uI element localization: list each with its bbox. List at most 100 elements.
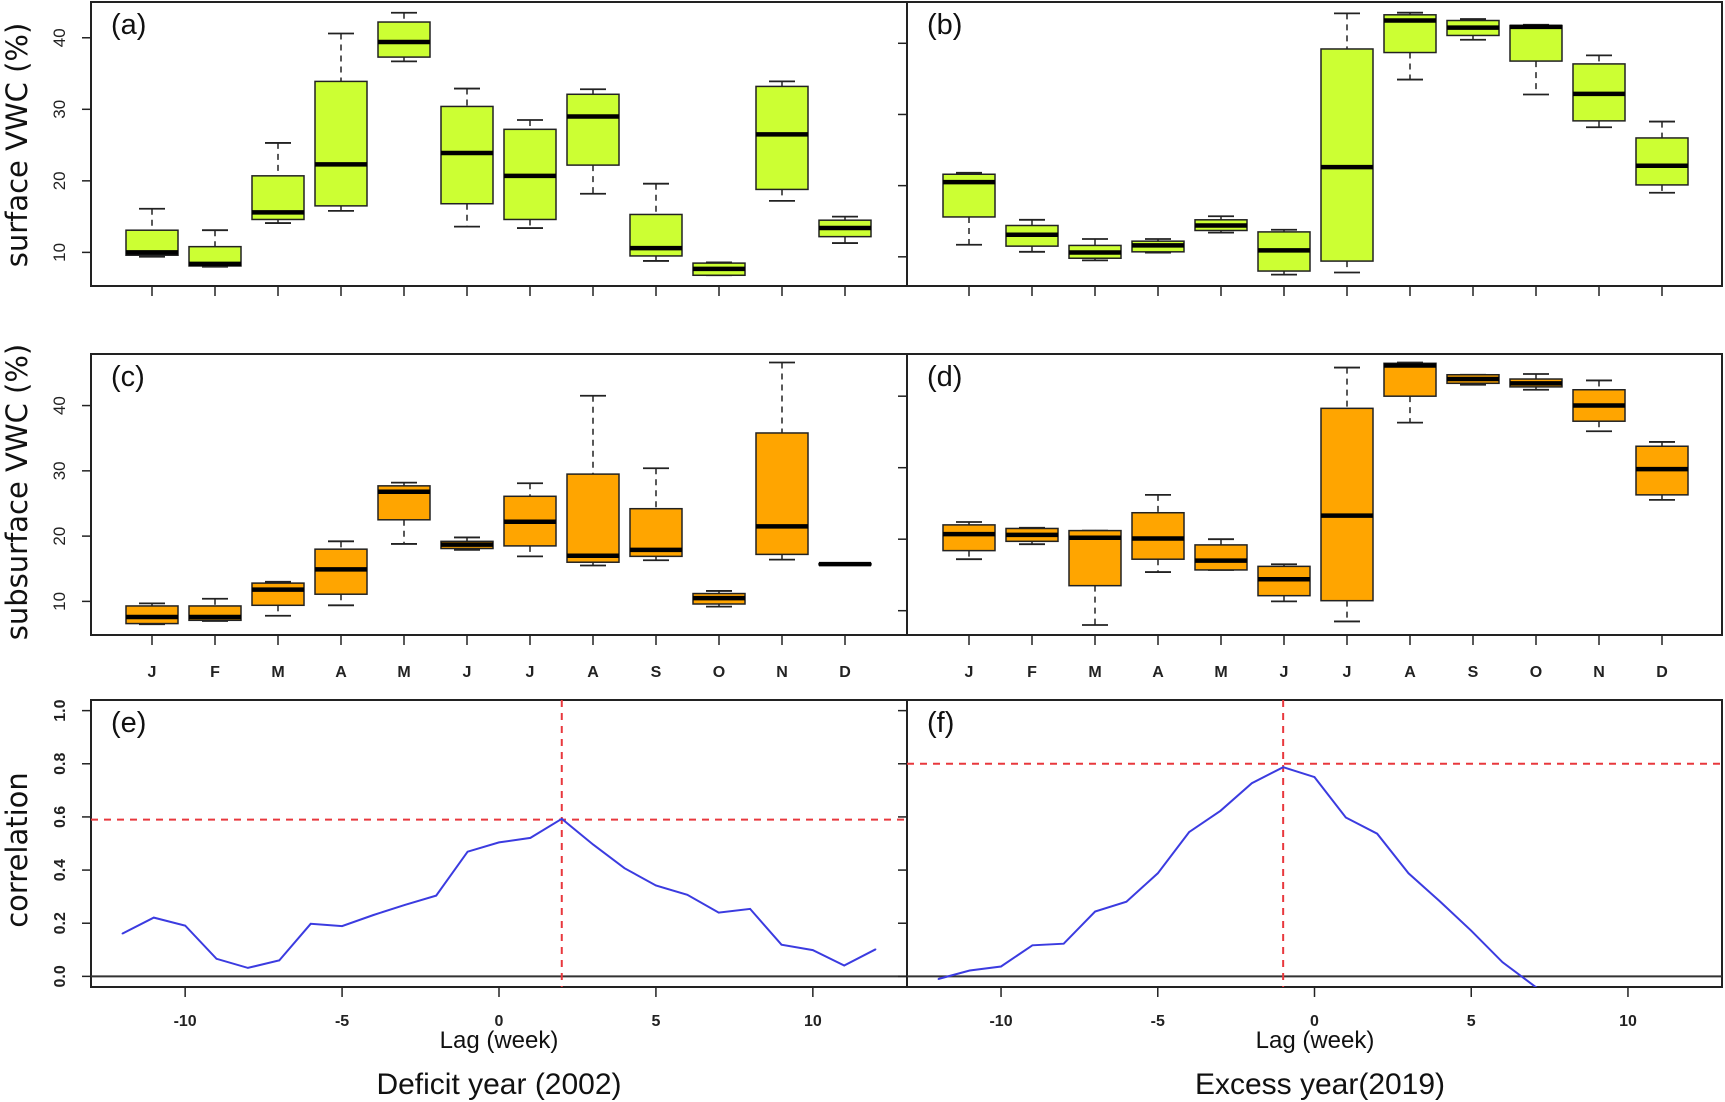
box-iqr	[1635, 137, 1689, 186]
month-label: J	[148, 664, 157, 681]
correlation-point	[309, 922, 312, 925]
x-tick-label: -5	[1151, 1013, 1165, 1030]
box-S: S	[629, 467, 683, 681]
box-iqr	[251, 582, 305, 607]
panel-label: (f)	[927, 707, 954, 739]
box-iqr	[942, 524, 996, 552]
correlation-point	[780, 943, 783, 946]
box-M	[1194, 215, 1248, 296]
box-O	[692, 261, 746, 296]
month-label: S	[1468, 664, 1479, 681]
panel-b: (b)	[898, 1, 1723, 296]
month-label: F	[210, 664, 220, 681]
correlation-point	[843, 964, 846, 967]
box-M	[251, 142, 305, 296]
box-J	[503, 119, 557, 296]
box-N: N	[1572, 379, 1626, 681]
panel-frame	[906, 353, 1723, 636]
panel-label: (b)	[927, 9, 962, 41]
box-S	[629, 182, 683, 296]
box-D	[818, 215, 872, 296]
panel-frame	[906, 699, 1723, 988]
month-label: N	[1593, 664, 1605, 681]
box-A	[566, 88, 620, 296]
month-label: N	[776, 664, 788, 681]
plot-area	[907, 700, 1722, 987]
correlation-point	[686, 893, 689, 896]
month-label: A	[335, 664, 347, 681]
box-M: M	[377, 481, 431, 681]
correlation-point	[466, 850, 469, 853]
box-A: A	[566, 394, 620, 681]
box-iqr	[755, 432, 809, 556]
box-iqr	[377, 21, 431, 58]
correlation-point	[1439, 900, 1441, 903]
correlation-point	[1376, 832, 1378, 835]
box-iqr	[566, 473, 620, 563]
box-J: J	[503, 482, 557, 681]
y-tick-label: 1.0	[52, 699, 69, 721]
panel-c: (c) 10 20 30 40 J F M A M J J A S O N D	[50, 353, 908, 681]
box-iqr	[1131, 511, 1185, 560]
x-tick-label: 0	[495, 1013, 504, 1030]
month-label: M	[271, 664, 284, 681]
panel-label: (c)	[111, 361, 145, 393]
y-tick-label: 20	[50, 171, 69, 190]
box-M: M	[1194, 538, 1248, 681]
x-axis-label-left: Lag (week)	[440, 1027, 559, 1054]
panel-frame	[90, 699, 908, 988]
month-label: J	[965, 664, 974, 681]
plot-area	[91, 700, 907, 987]
panel-e: (e) 0.0 0.2 0.4 0.6 0.8 1.0 -10 -5 0 5 10	[52, 699, 908, 1030]
correlation-point	[1031, 944, 1034, 947]
box-S	[1446, 18, 1500, 296]
correlation-point	[247, 967, 249, 969]
x-tick-label: -10	[174, 1013, 197, 1030]
box-J: J	[1320, 366, 1374, 681]
correlation-point	[749, 908, 751, 910]
y-tick-label: 0.4	[52, 859, 69, 881]
box-O	[1509, 23, 1563, 296]
correlation-point	[341, 925, 343, 927]
correlation-point	[655, 884, 657, 887]
y-tick-label: 40	[50, 28, 69, 47]
y-tick-label: 0.2	[52, 912, 69, 934]
box-F	[1005, 218, 1059, 296]
x-tick-label: 0	[1310, 1013, 1319, 1030]
correlation-point	[968, 969, 971, 972]
month-label: J	[526, 664, 535, 681]
panel-frame	[906, 1, 1723, 287]
y-tick-label: 40	[50, 396, 69, 415]
month-label: J	[1343, 664, 1352, 681]
box-A: A	[1383, 361, 1437, 681]
month-label: O	[713, 664, 725, 681]
box-D: D	[1635, 441, 1689, 681]
correlation-point	[560, 817, 563, 820]
month-label: M	[1214, 664, 1227, 681]
correlation-point	[278, 959, 281, 962]
box-J	[1320, 12, 1374, 296]
x-tick-label: -5	[335, 1013, 349, 1030]
y-axis-label-surface: surface VWC (%)	[0, 23, 34, 268]
correlation-point	[372, 914, 375, 916]
panel-f: (f) -10 -5 0 5 10	[898, 699, 1723, 1030]
box-iqr	[1383, 362, 1437, 397]
box-O: O	[692, 590, 746, 681]
y-tick-label: 30	[50, 461, 69, 480]
box-iqr	[1194, 544, 1248, 571]
correlation-point	[121, 932, 124, 935]
month-label: M	[397, 664, 410, 681]
box-A	[314, 32, 368, 296]
month-label: D	[839, 664, 851, 681]
x-tick-label: -10	[989, 1013, 1012, 1030]
y-tick-label: 0.8	[52, 753, 69, 775]
box-S: S	[1446, 373, 1500, 681]
month-label: A	[587, 664, 599, 681]
box-J: J	[125, 602, 179, 681]
month-label: A	[1152, 664, 1164, 681]
box-J	[1257, 228, 1311, 296]
correlation-point	[1251, 782, 1253, 784]
correlation-point	[812, 949, 814, 951]
y-tick-label: 30	[50, 100, 69, 119]
box-F: F	[1005, 526, 1059, 681]
